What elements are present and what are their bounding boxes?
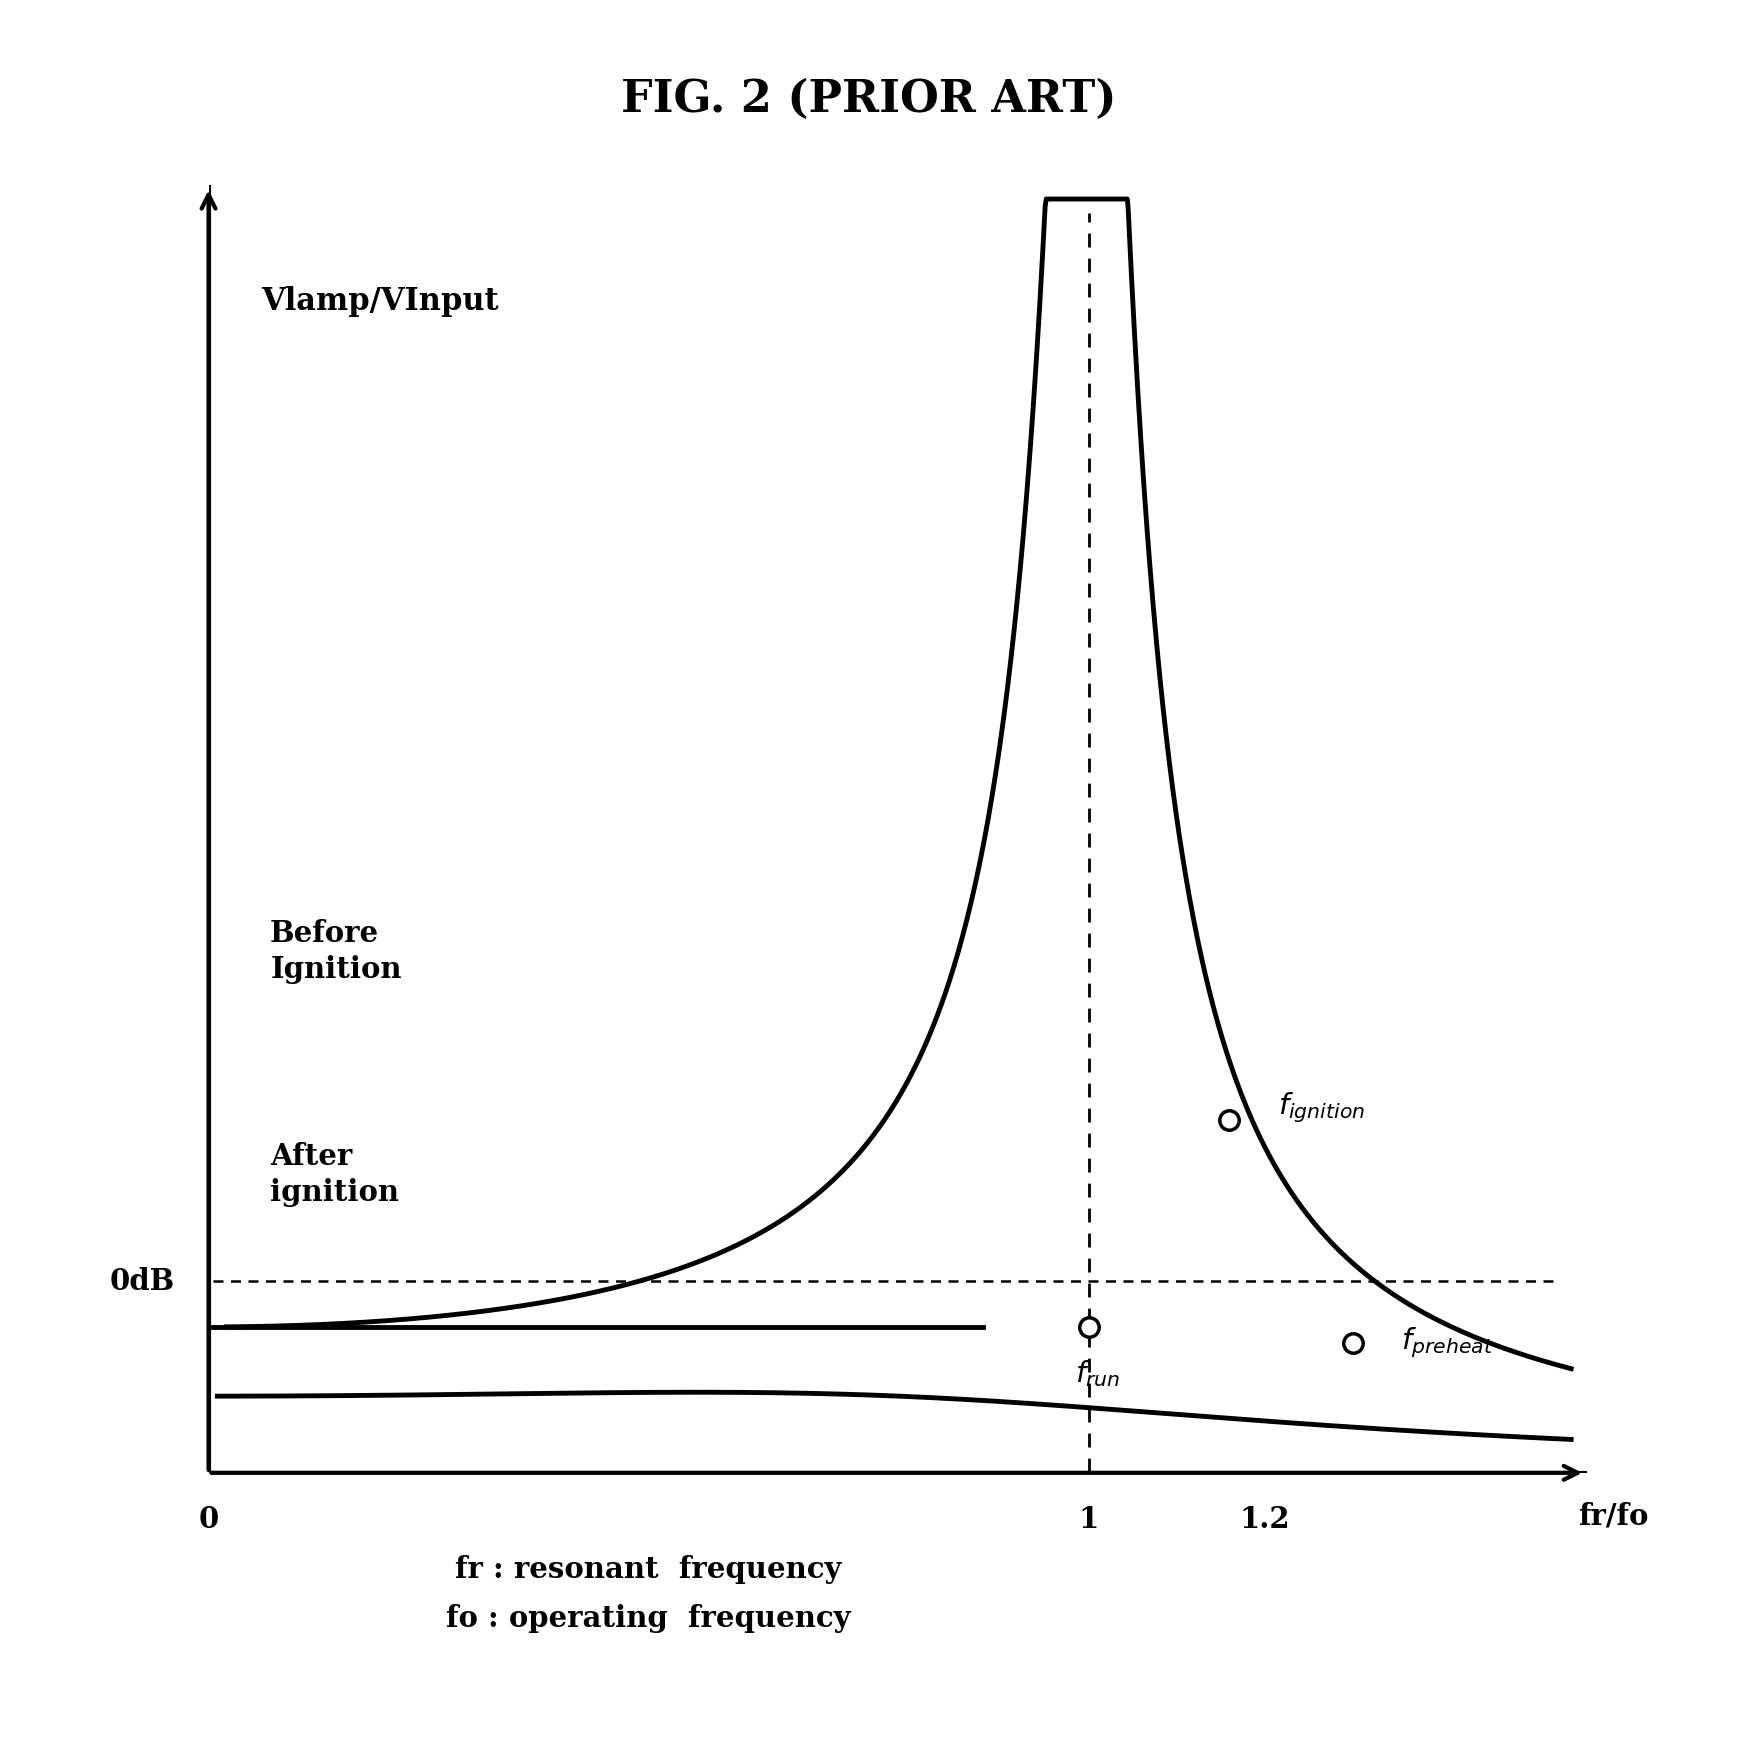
Text: $f_{run}$: $f_{run}$ <box>1074 1358 1119 1389</box>
Text: fr/fo: fr/fo <box>1578 1502 1648 1530</box>
Text: FIG. 2 (PRIOR ART): FIG. 2 (PRIOR ART) <box>620 78 1118 122</box>
Text: Vlamp/VInput: Vlamp/VInput <box>261 286 499 317</box>
Text: 0: 0 <box>198 1506 219 1534</box>
Text: $f_{ignition}$: $f_{ignition}$ <box>1277 1091 1364 1124</box>
Text: 1: 1 <box>1079 1506 1098 1534</box>
Text: Before
Ignition: Before Ignition <box>269 919 401 985</box>
Text: fr : resonant  frequency: fr : resonant frequency <box>455 1555 841 1584</box>
Text: $f_{preheat}$: $f_{preheat}$ <box>1401 1325 1493 1360</box>
Text: After
ignition: After ignition <box>269 1142 400 1206</box>
Text: 0dB: 0dB <box>109 1267 176 1295</box>
Text: fo : operating  frequency: fo : operating frequency <box>447 1604 852 1633</box>
Text: 1.2: 1.2 <box>1239 1506 1290 1534</box>
